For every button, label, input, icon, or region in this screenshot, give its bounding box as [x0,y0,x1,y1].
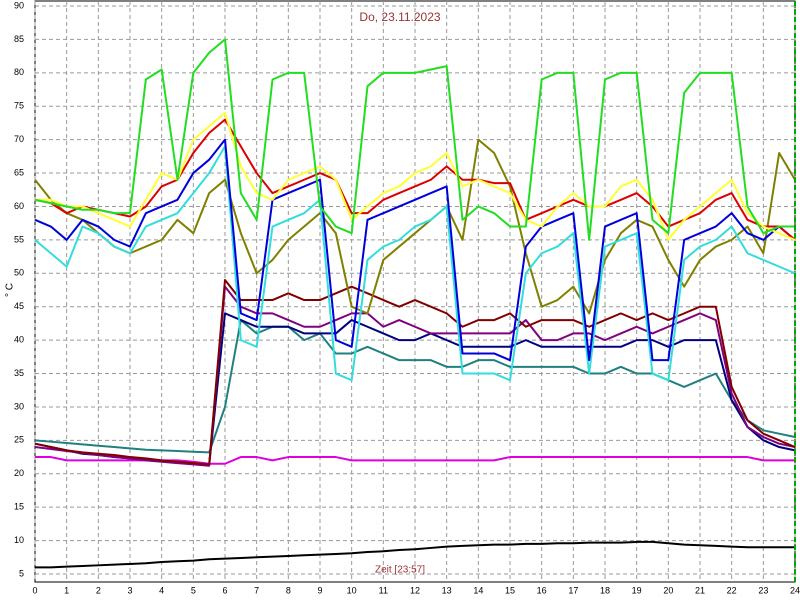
x-tick-label: 14 [473,585,483,595]
x-tick-label: 9 [317,585,322,595]
y-tick-label: 70 [14,134,24,144]
y-tick-label: 60 [14,201,24,211]
series-line [34,38,795,241]
x-tick-label: 16 [537,585,547,595]
x-tick-label: 2 [96,585,101,595]
x-tick-label: 22 [727,585,737,595]
y-tick-label: 45 [14,301,24,311]
x-tick-label: 18 [600,585,610,595]
x-tick-label: 21 [695,585,705,595]
x-tick-label: 3 [127,585,132,595]
x-axis-label: Zeit [23:57] [375,565,425,576]
x-tick-label: 4 [159,585,164,595]
y-tick-label: 10 [14,535,24,545]
y-tick-label: 20 [14,468,24,478]
y-axis-label: ° C [5,283,16,297]
y-tick-label: 50 [14,268,24,278]
x-tick-label: 23 [758,585,768,595]
series-line [35,540,795,569]
chart-title: Do, 23.11.2023 [359,10,441,24]
series-line [35,111,796,241]
y-tick-label: 65 [14,167,24,177]
y-tick-label: 40 [14,334,24,344]
y-tick-label: 55 [14,234,24,244]
series-line [34,278,796,466]
x-tick-label: 24 [790,585,800,595]
x-tick-label: 19 [632,585,642,595]
x-tick-label: 6 [222,585,227,595]
series-line [34,138,796,362]
x-tick-label: 8 [286,585,291,595]
series-line [34,145,796,382]
y-tick-label: 5 [19,568,24,578]
y-tick-label: 80 [14,67,24,77]
y-tick-label: 35 [14,368,24,378]
series-line [34,138,796,315]
series-line [34,285,796,467]
y-tick-label: 25 [14,435,24,445]
x-tick-label: 11 [379,585,388,595]
x-tick-label: 13 [442,585,452,595]
x-tick-label: 1 [64,585,69,595]
y-tick-label: 75 [14,101,24,111]
x-tick-label: 12 [410,585,420,595]
x-tick-label: 15 [505,585,515,595]
x-tick-label: 10 [347,585,357,595]
y-tick-label: 90 [14,0,24,10]
x-tick-label: 5 [191,585,196,595]
x-tick-label: 0 [32,585,37,595]
lines [34,38,796,569]
x-tick-label: 20 [663,585,673,595]
y-tick-label: 85 [14,34,24,44]
y-tick-label: 30 [14,401,24,411]
x-tick-label: 17 [568,585,578,595]
x-tick-label: 7 [254,585,259,595]
y-tick-label: 15 [14,502,24,512]
